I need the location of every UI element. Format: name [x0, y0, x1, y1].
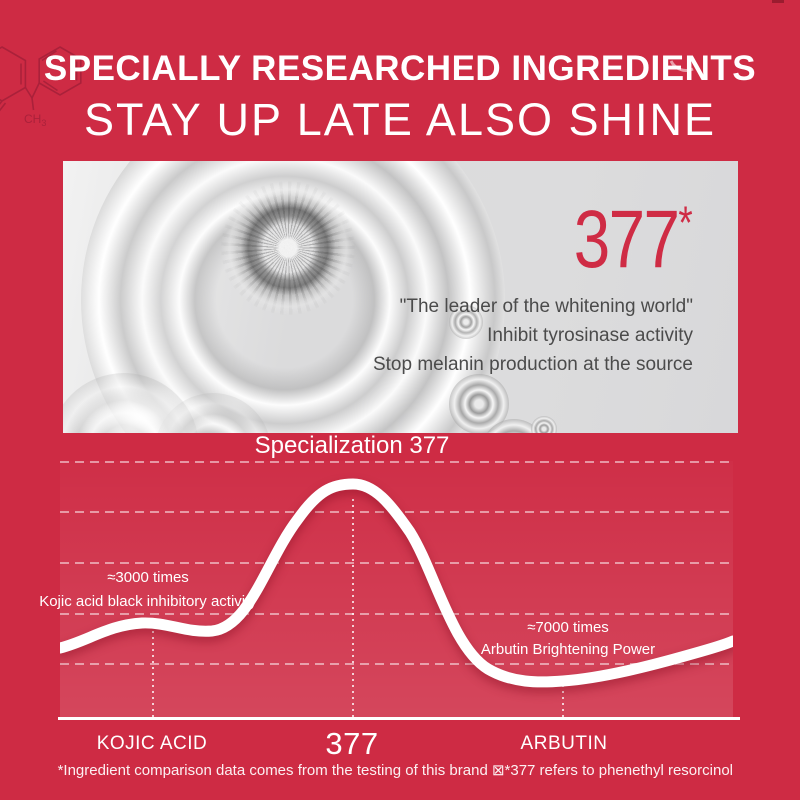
annotation-kojic-label: Kojic acid black inhibitory activity: [39, 593, 257, 610]
hero-headline-377: 377*: [574, 199, 693, 281]
curve-chart: [60, 478, 733, 688]
annotation-arbutin: ≈7000 times Arbutin Brightening Power: [448, 617, 688, 661]
small-bubble-icon: [449, 305, 483, 339]
marker-line-arbutin: [562, 686, 564, 717]
x-axis-baseline: [58, 717, 740, 720]
hero-panel: 377* "The leader of the whitening world"…: [63, 161, 738, 433]
hero-headline-number: 377: [574, 194, 680, 285]
axis-label-kojic-acid: KOJIC ACID: [96, 733, 208, 754]
molecule-icon: CH3 O: [0, 46, 82, 128]
axis-label-377: 377: [325, 726, 379, 761]
light-glow: [69, 383, 209, 433]
hero-tagline-2: Inhibit tyrosinase activity: [487, 325, 693, 346]
power-curve: [60, 478, 733, 688]
small-bubble-icon: [531, 416, 557, 433]
small-bubble-icon: [481, 419, 547, 433]
bubble-core-icon: [221, 181, 355, 315]
annotation-arbutin-label: Arbutin Brightening Power: [480, 641, 656, 658]
hero-tagline-3: Stop melanin production at the source: [372, 354, 693, 375]
notch-decor: [772, 0, 784, 3]
hero-taglines: "The leader of the whitening world" Inhi…: [373, 292, 693, 379]
hero-tagline-1: "The leader of the whitening world": [399, 296, 693, 317]
header-title: SPECIALLY RESEARCHED INGREDIENTS: [43, 49, 757, 88]
marker-line-377: [352, 495, 354, 717]
gridline: [60, 461, 733, 463]
annotation-kojic-value: ≈3000 times: [107, 569, 189, 586]
molecule-ch-label: CH3: [24, 112, 46, 128]
annotation-arbutin-value: ≈7000 times: [527, 619, 609, 636]
chart-title: Specialization 377: [254, 432, 450, 459]
gridline: [60, 613, 733, 615]
header-subtitle: STAY UP LATE ALSO SHINE: [83, 94, 717, 145]
axis-label-arbutin: ARBUTIN: [520, 733, 608, 754]
gridline: [60, 562, 733, 564]
hero-headline-asterisk: *: [678, 196, 693, 249]
footnote: *Ingredient comparison data comes from t…: [57, 762, 733, 779]
gridline: [60, 663, 733, 665]
marker-line-kojic-acid: [152, 631, 154, 717]
annotation-kojic: ≈3000 times Kojic acid black inhibitory …: [28, 566, 268, 614]
